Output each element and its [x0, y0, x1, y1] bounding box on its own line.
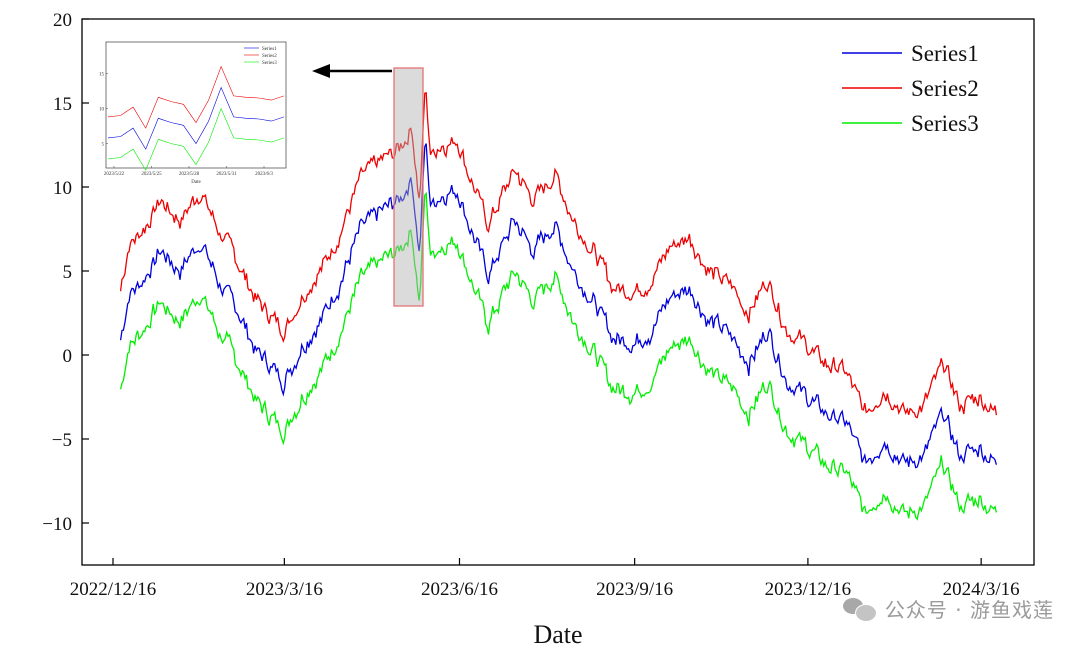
inset-x-tick-label: 2023/5/22: [104, 172, 125, 177]
inset-frame: [105, 41, 287, 169]
zoom-highlight-box: [393, 67, 424, 307]
y-tick-label: −5: [52, 430, 72, 451]
inset-legend-label: Series2: [262, 54, 277, 59]
inset-legend-label: Series3: [262, 61, 277, 66]
inset-x-tick-label: 2023/5/28: [179, 172, 200, 177]
watermark-text: 公众号 · 游鱼戏莲: [884, 598, 1054, 622]
legend-label: Series1: [911, 41, 979, 66]
inset-x-tick-label: 2023/6/3: [255, 172, 273, 177]
inset-series-line: [107, 107, 285, 171]
legend-label: Series3: [911, 111, 979, 136]
y-tick-label: −10: [42, 514, 72, 535]
watermark: 公众号 · 游鱼戏莲: [842, 594, 1054, 623]
x-tick-label: 2024/3/16: [943, 579, 1020, 600]
inset-y-tick-label: 15: [99, 73, 105, 78]
plot-frame: [81, 18, 1035, 566]
legend: Series1 Series2 Series3: [842, 41, 979, 136]
x-axis: 2022/12/16 2023/3/16 2023/6/16 2023/9/16 202…: [70, 558, 1020, 600]
inset-x-axis-title: Date: [191, 180, 201, 185]
zoom-arrow-head: [312, 64, 330, 78]
plot-lines: [119, 92, 998, 521]
y-tick-label: 0: [63, 346, 73, 367]
y-tick-label: 20: [53, 10, 72, 31]
x-tick-label: 2023/6/16: [421, 579, 498, 600]
series-line-series1: [119, 143, 998, 469]
inset-legend-label: Series1: [262, 47, 277, 52]
inset-series-line: [107, 65, 285, 129]
x-tick-label: 2023/9/16: [596, 579, 673, 600]
y-tick-label: 5: [63, 262, 73, 283]
y-tick-label: 10: [53, 178, 72, 199]
x-axis-title: Date: [533, 620, 582, 649]
inset-y-tick-label: 5: [102, 143, 105, 148]
series-line-series2: [119, 92, 998, 419]
x-tick-label: 2023/3/16: [246, 579, 323, 600]
legend-label: Series2: [911, 76, 979, 101]
inset-x-tick-label: 2023/5/31: [216, 172, 237, 177]
y-axis: −10 −5 0 5 10 15 20: [42, 10, 89, 535]
inset-series-line: [107, 86, 285, 150]
series-line-series3: [119, 191, 998, 521]
wechat-icon: [842, 596, 877, 622]
x-tick-label: 2022/12/16: [70, 579, 157, 600]
x-tick-label: 2023/12/16: [765, 579, 852, 600]
inset-chart: 5 10 15 2023/5/22 2023/5/25 2023/5/28 2023/5/3…: [99, 41, 287, 185]
inset-x-tick-label: 2023/5/25: [141, 172, 162, 177]
y-tick-label: 15: [53, 94, 72, 115]
inset-y-tick-label: 10: [99, 108, 105, 113]
